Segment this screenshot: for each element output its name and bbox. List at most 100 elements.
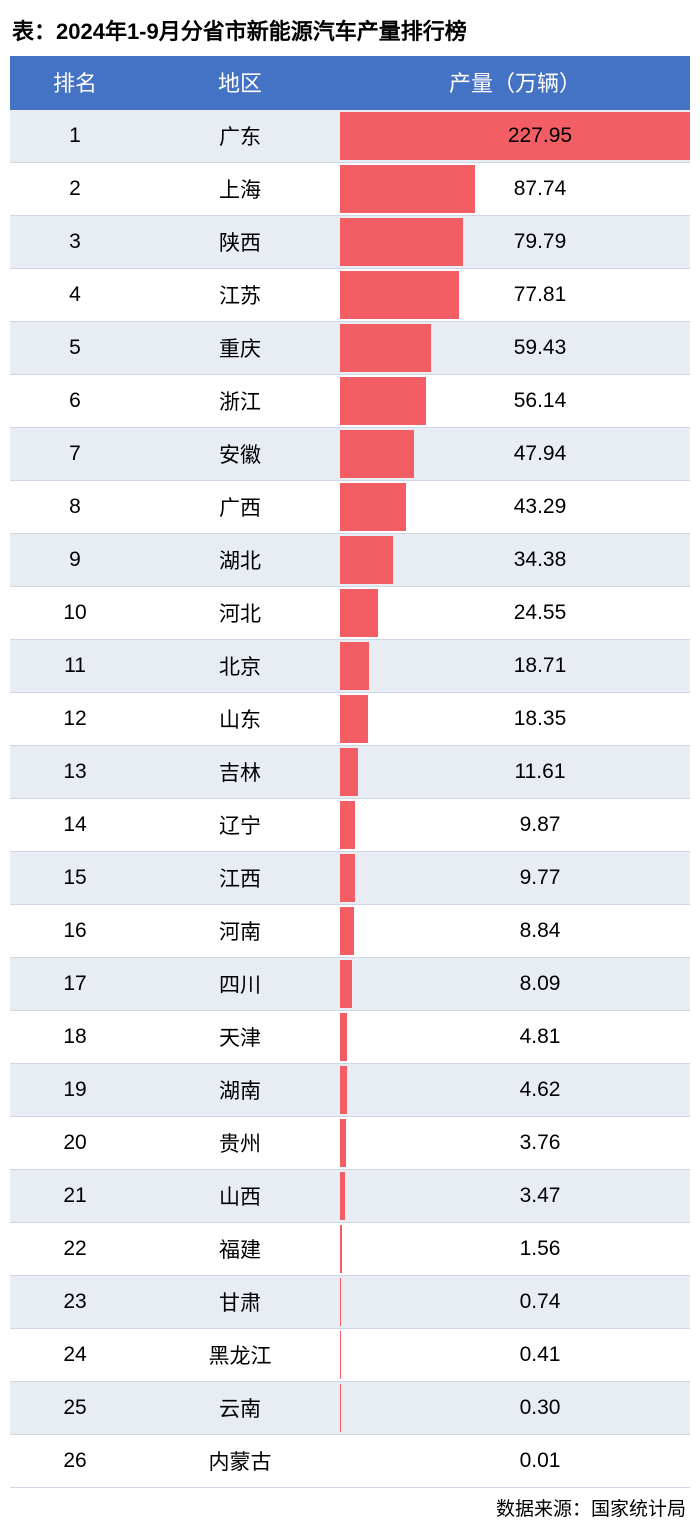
- cell-region: 江苏: [140, 269, 340, 322]
- production-value: 77.81: [340, 283, 690, 307]
- bar-wrapper: 8.09: [340, 958, 690, 1010]
- table-row: 2上海87.74: [10, 163, 690, 216]
- cell-rank: 18: [10, 1011, 140, 1064]
- bar-wrapper: 24.55: [340, 587, 690, 639]
- cell-region: 吉林: [140, 746, 340, 799]
- cell-rank: 26: [10, 1435, 140, 1488]
- production-value: 59.43: [340, 336, 690, 360]
- cell-production: 79.79: [340, 216, 690, 269]
- table-row: 11北京18.71: [10, 640, 690, 693]
- cell-region: 湖北: [140, 534, 340, 587]
- table-row: 6浙江56.14: [10, 375, 690, 428]
- data-source-footer: 数据来源：国家统计局: [10, 1488, 690, 1523]
- table-row: 22福建1.56: [10, 1223, 690, 1276]
- cell-region: 安徽: [140, 428, 340, 481]
- cell-production: 4.62: [340, 1064, 690, 1117]
- cell-region: 甘肃: [140, 1276, 340, 1329]
- cell-rank: 10: [10, 587, 140, 640]
- cell-rank: 21: [10, 1170, 140, 1223]
- table-row: 13吉林11.61: [10, 746, 690, 799]
- bar-wrapper: 77.81: [340, 269, 690, 321]
- bar-wrapper: 18.35: [340, 693, 690, 745]
- cell-production: 34.38: [340, 534, 690, 587]
- production-value: 0.30: [340, 1396, 690, 1420]
- cell-production: 18.35: [340, 693, 690, 746]
- production-value: 227.95: [340, 124, 690, 148]
- bar-wrapper: 0.30: [340, 1382, 690, 1434]
- header-rank: 排名: [10, 56, 140, 109]
- production-value: 87.74: [340, 177, 690, 201]
- cell-rank: 6: [10, 375, 140, 428]
- cell-rank: 13: [10, 746, 140, 799]
- table-container: 表：2024年1-9月分省市新能源汽车产量排行榜 排名 地区 产量（万辆） 1广…: [0, 0, 700, 1531]
- bar-wrapper: 4.81: [340, 1011, 690, 1063]
- cell-production: 77.81: [340, 269, 690, 322]
- cell-region: 浙江: [140, 375, 340, 428]
- cell-region: 上海: [140, 163, 340, 216]
- cell-rank: 25: [10, 1382, 140, 1435]
- bar-wrapper: 4.62: [340, 1064, 690, 1116]
- cell-region: 江西: [140, 852, 340, 905]
- cell-rank: 14: [10, 799, 140, 852]
- production-value: 18.71: [340, 654, 690, 678]
- cell-region: 河北: [140, 587, 340, 640]
- cell-production: 4.81: [340, 1011, 690, 1064]
- cell-region: 云南: [140, 1382, 340, 1435]
- production-value: 79.79: [340, 230, 690, 254]
- cell-region: 福建: [140, 1223, 340, 1276]
- cell-production: 87.74: [340, 163, 690, 216]
- cell-production: 43.29: [340, 481, 690, 534]
- cell-production: 9.77: [340, 852, 690, 905]
- production-value: 1.56: [340, 1237, 690, 1261]
- table-row: 23甘肃0.74: [10, 1276, 690, 1329]
- cell-rank: 20: [10, 1117, 140, 1170]
- bar-wrapper: 3.47: [340, 1170, 690, 1222]
- bar-wrapper: 56.14: [340, 375, 690, 427]
- cell-production: 24.55: [340, 587, 690, 640]
- bar-wrapper: 47.94: [340, 428, 690, 480]
- production-value: 24.55: [340, 601, 690, 625]
- production-value: 0.74: [340, 1290, 690, 1314]
- table-row: 14辽宁9.87: [10, 799, 690, 852]
- cell-production: 59.43: [340, 322, 690, 375]
- cell-production: 56.14: [340, 375, 690, 428]
- production-value: 18.35: [340, 707, 690, 731]
- cell-rank: 24: [10, 1329, 140, 1382]
- cell-production: 47.94: [340, 428, 690, 481]
- cell-rank: 16: [10, 905, 140, 958]
- production-value: 0.01: [340, 1449, 690, 1473]
- table-row: 26内蒙古0.01: [10, 1435, 690, 1488]
- cell-rank: 8: [10, 481, 140, 534]
- table-row: 17四川8.09: [10, 958, 690, 1011]
- cell-region: 内蒙古: [140, 1435, 340, 1488]
- cell-region: 陕西: [140, 216, 340, 269]
- table-row: 12山东18.35: [10, 693, 690, 746]
- bar-wrapper: 0.41: [340, 1329, 690, 1381]
- table-row: 7安徽47.94: [10, 428, 690, 481]
- cell-rank: 11: [10, 640, 140, 693]
- bar-wrapper: 0.74: [340, 1276, 690, 1328]
- table-row: 18天津4.81: [10, 1011, 690, 1064]
- bar-wrapper: 3.76: [340, 1117, 690, 1169]
- ranking-table: 排名 地区 产量（万辆） 1广东227.952上海87.743陕西79.794江…: [10, 56, 690, 1488]
- cell-production: 227.95: [340, 109, 690, 163]
- cell-region: 山西: [140, 1170, 340, 1223]
- cell-production: 0.74: [340, 1276, 690, 1329]
- header-production: 产量（万辆）: [340, 56, 690, 109]
- bar-wrapper: 8.84: [340, 905, 690, 957]
- bar-wrapper: 1.56: [340, 1223, 690, 1275]
- production-value: 3.47: [340, 1184, 690, 1208]
- table-row: 4江苏77.81: [10, 269, 690, 322]
- bar-wrapper: 34.38: [340, 534, 690, 586]
- cell-region: 湖南: [140, 1064, 340, 1117]
- cell-production: 11.61: [340, 746, 690, 799]
- cell-rank: 15: [10, 852, 140, 905]
- bar-wrapper: 79.79: [340, 216, 690, 268]
- table-row: 8广西43.29: [10, 481, 690, 534]
- table-row: 3陕西79.79: [10, 216, 690, 269]
- cell-rank: 3: [10, 216, 140, 269]
- table-body: 1广东227.952上海87.743陕西79.794江苏77.815重庆59.4…: [10, 109, 690, 1488]
- cell-rank: 22: [10, 1223, 140, 1276]
- table-row: 10河北24.55: [10, 587, 690, 640]
- cell-production: 18.71: [340, 640, 690, 693]
